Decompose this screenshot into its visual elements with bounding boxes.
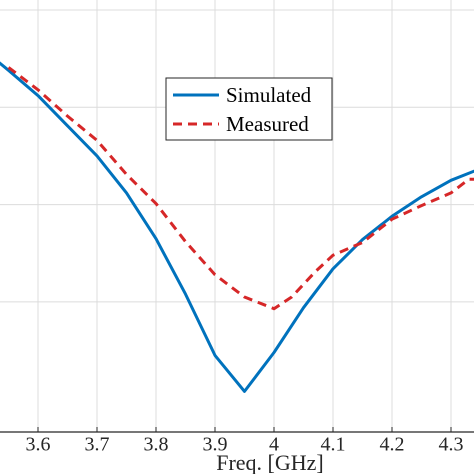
x-tick-label: 4.3 [439, 434, 464, 456]
legend-box [165, 77, 333, 141]
x-tick-label: 4 [269, 434, 279, 456]
x-axis-title: Freq. [GHz] [216, 450, 324, 474]
legend: Simulated Measured [165, 77, 333, 141]
x-tick-label: 3.9 [203, 434, 228, 456]
x-tick-label: 4.1 [321, 434, 346, 456]
legend-simulated-label: Simulated [226, 83, 312, 107]
plot-lines [0, 61, 474, 393]
x-tick-label: 3.6 [26, 434, 51, 456]
series-line-measured [7, 66, 474, 311]
legend-measured-label: Measured [226, 112, 309, 136]
axes [0, 427, 474, 433]
x-tick-label: 3.8 [144, 434, 169, 456]
x-tick-label: 4.2 [380, 434, 405, 456]
x-tick-label: 3.7 [85, 434, 110, 456]
x-tick-labels: 3.6 3.7 3.8 3.9 4 4.1 4.2 4.3 [26, 434, 464, 456]
series-line-simulated [0, 61, 474, 393]
grid-lines [0, 0, 474, 432]
